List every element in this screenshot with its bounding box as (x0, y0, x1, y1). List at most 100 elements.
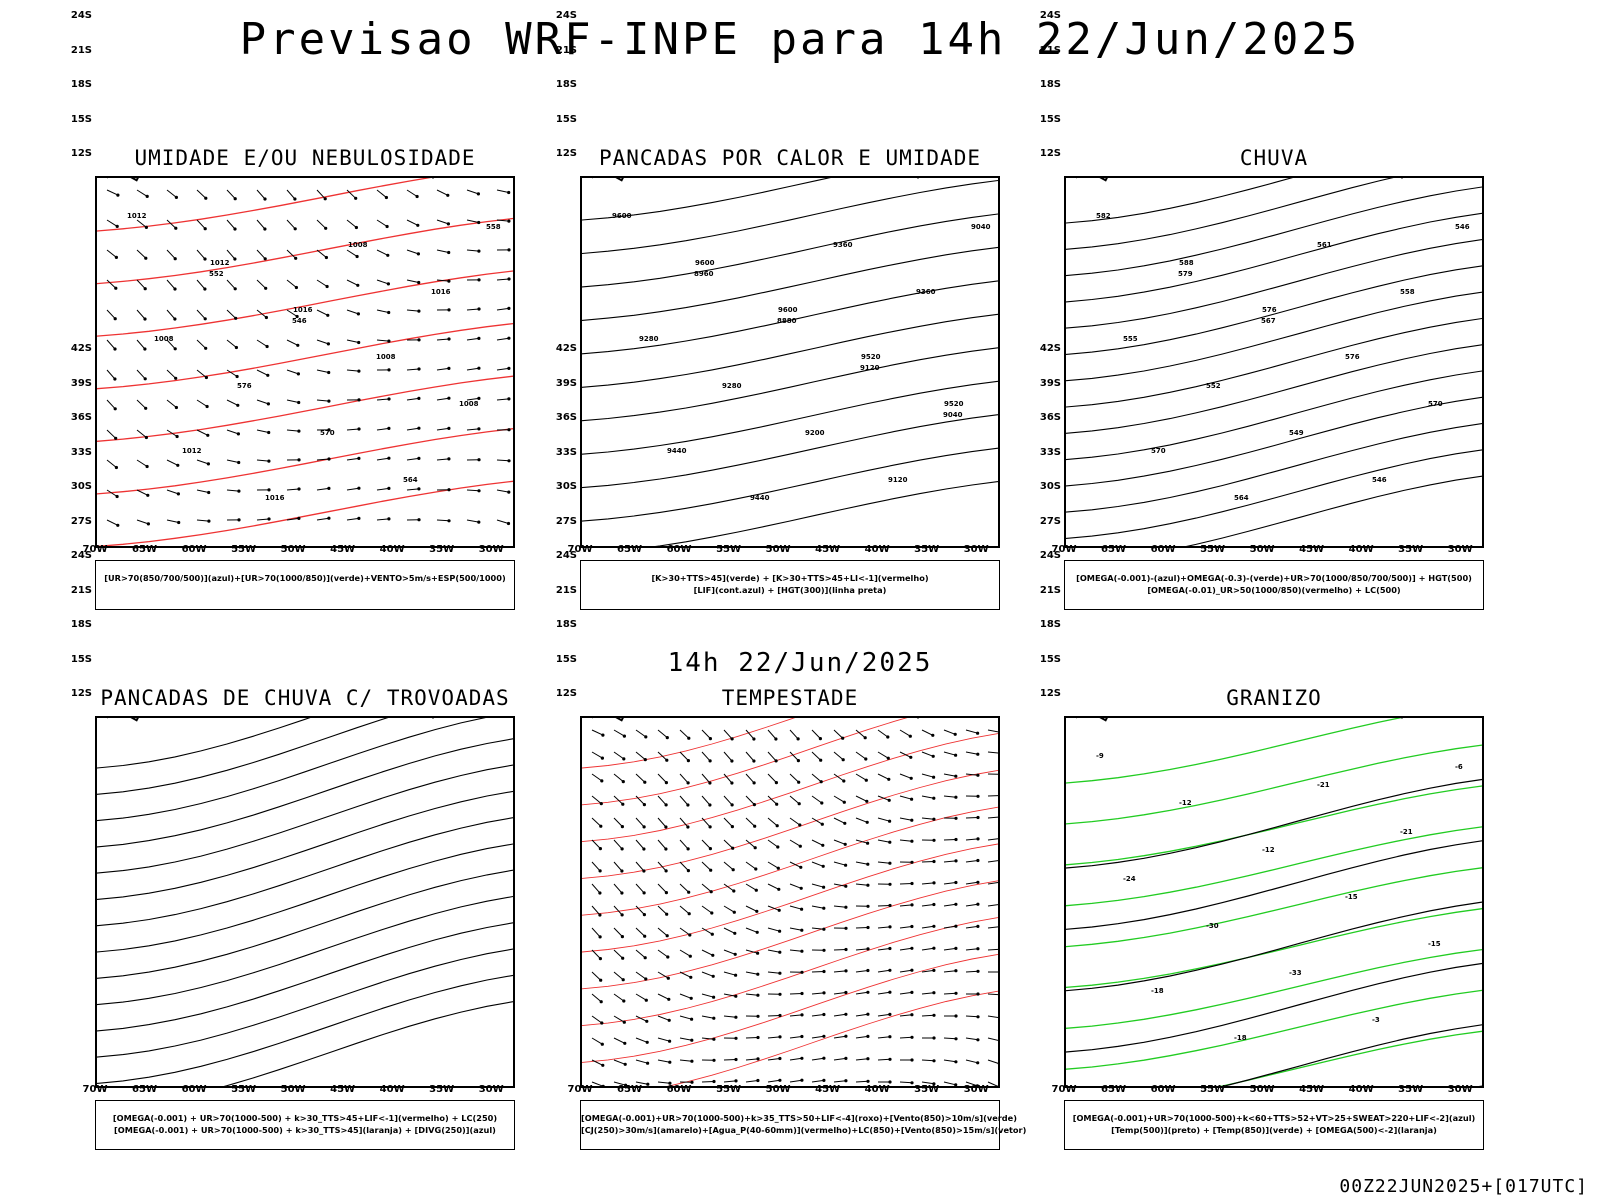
contour-line (582, 718, 908, 806)
wind-vector (106, 279, 117, 289)
wind-vector-head (206, 462, 210, 466)
wind-vector (496, 459, 510, 462)
wind-vector (745, 773, 755, 784)
wind-vector (921, 773, 934, 778)
contour-label: 9520 (861, 353, 881, 361)
wind-vector-head (598, 913, 602, 917)
wind-vector-head (865, 820, 869, 824)
wind-vector (196, 459, 209, 465)
wind-vector (745, 795, 755, 805)
wind-vector (635, 971, 647, 980)
wind-vector-head (844, 990, 848, 995)
wind-vector (811, 817, 823, 825)
wind-vector (811, 751, 822, 761)
lon-tick-label: 70W (82, 1084, 108, 1095)
wind-vector-head (734, 1015, 738, 1019)
wind-vector-head (357, 427, 361, 431)
wind-vector (877, 751, 889, 759)
contour-line (97, 217, 513, 285)
legend-line: [CJ(250)>30m/s](amarelo)+[Agua_P(40-60mm… (581, 1125, 1027, 1135)
wind-vector (657, 817, 667, 828)
contour-label: 582 (1096, 212, 1111, 220)
contour-line (1066, 901, 1482, 992)
wind-vector-head (175, 434, 179, 439)
wind-vector-head (712, 1079, 716, 1084)
wind-vector (226, 309, 237, 319)
wind-vector-head (324, 255, 328, 260)
wind-vector-head (841, 758, 845, 762)
wind-vector (196, 219, 206, 230)
wind-vector-head (753, 846, 757, 850)
wind-vector (196, 249, 206, 260)
wind-vector-head (417, 396, 421, 400)
lon-tick-label: 60W (666, 544, 692, 555)
wind-vector-head (686, 825, 690, 829)
wind-vector-head (711, 974, 715, 978)
wind-vector (436, 279, 449, 282)
contour-line (582, 178, 831, 221)
wind-vector-head (774, 759, 778, 763)
border-line (106, 178, 139, 182)
panel-granizo: GRANIZO -9 -12 -12 -15 -15 -18 -18 -21 -21 -24 -30… (1040, 343, 1484, 1150)
wind-vector (136, 399, 147, 409)
wind-vector (899, 926, 912, 929)
wind-vector (286, 309, 298, 317)
panel-title: UMIDADE E/OU NEBULOSIDADE (134, 146, 476, 170)
wind-vector (466, 337, 479, 341)
wind-vector (591, 927, 601, 938)
wind-vector-head (708, 759, 712, 763)
wind-vector-head (207, 490, 211, 495)
lat-tick-label: 12S (1039, 688, 1061, 699)
wind-vector-head (417, 487, 421, 491)
wind-vector (987, 993, 998, 996)
lat-tick-label: 18S (70, 79, 92, 90)
wind-vector (745, 949, 758, 954)
wind-vector (613, 839, 623, 850)
lon-tick-label: 45W (330, 544, 356, 555)
wind-vector-head (888, 882, 892, 886)
wind-vector (106, 489, 118, 497)
wind-vector (877, 839, 890, 843)
lon-tick-label: 50W (1249, 544, 1275, 555)
contour-line (1066, 265, 1482, 355)
wind-vector (899, 1081, 913, 1084)
wind-vector (987, 948, 998, 951)
contour-label: -21 (1317, 781, 1330, 789)
wind-vector-head (114, 255, 118, 259)
wind-vector-head (755, 909, 759, 913)
wind-vector-head (326, 342, 330, 346)
contour-label: 546 (1455, 223, 1470, 231)
contour-label: 576 (1345, 353, 1360, 361)
lc850-streamlines (582, 718, 998, 1086)
wind-vector (256, 279, 267, 289)
wind-vector-head (866, 841, 870, 845)
lat-tick-label: 18S (1039, 619, 1061, 630)
wind-vector (789, 949, 802, 952)
wind-vector-head (507, 336, 511, 340)
contour-label: -33 (1289, 969, 1302, 977)
wind-vector-head (730, 781, 734, 785)
lon-tick-label: 55W (1200, 1084, 1226, 1095)
wind-vector-head (776, 845, 780, 849)
wind-vector-head (709, 890, 713, 894)
wind-vector-head (236, 403, 240, 407)
contour-line (1066, 344, 1482, 434)
wind-vector (679, 883, 690, 893)
wind-vector-head (146, 493, 150, 497)
wind-vector-head (756, 972, 760, 976)
wind-vector (106, 369, 116, 380)
contour-label: -12 (1262, 846, 1275, 854)
wind-vector (166, 339, 176, 350)
wind-vector (943, 970, 956, 973)
wind-vector-head (844, 905, 848, 909)
wind-vector-head (507, 459, 511, 463)
wind-vector-head (113, 377, 117, 381)
wind-vector (286, 488, 300, 491)
contour-line (582, 213, 998, 288)
wind-vector (899, 1036, 913, 1039)
wind-vector (877, 969, 890, 973)
wind-vector-head (799, 886, 803, 890)
wind-vector (811, 795, 823, 804)
wind-vector-head (387, 368, 391, 372)
wind-vector (943, 903, 956, 907)
